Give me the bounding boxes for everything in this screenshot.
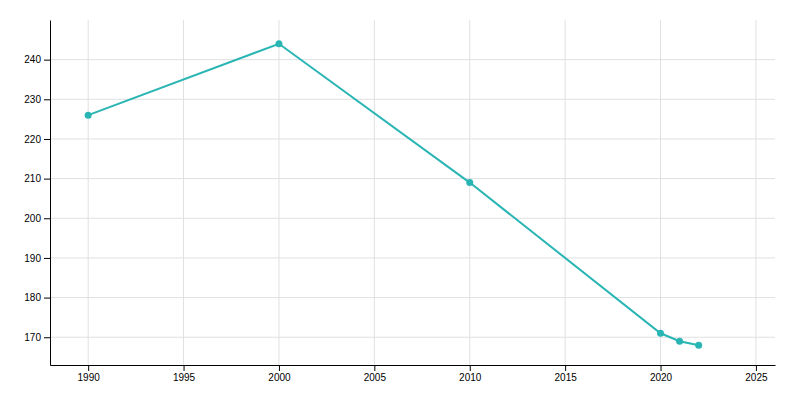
x-tick-mark: [279, 365, 280, 371]
y-tick-label: 190: [24, 253, 41, 264]
x-tick-label: 2025: [745, 372, 768, 383]
x-tick-mark: [88, 365, 89, 371]
grid: [50, 20, 775, 365]
x-tick-label: 2005: [364, 372, 387, 383]
grid-line-x: [88, 20, 89, 365]
x-tick: 1990: [78, 365, 101, 383]
x-tick-label: 1995: [173, 372, 196, 383]
grid-line-y: [50, 257, 775, 258]
y-tick: 170: [24, 332, 50, 343]
x-tick-mark: [756, 365, 757, 371]
x-tick: 2020: [650, 365, 673, 383]
y-tick: 230: [24, 94, 50, 105]
x-tick: 2005: [364, 365, 387, 383]
point: [657, 330, 664, 337]
y-axis-line: [50, 21, 51, 366]
x-tick-label: 2010: [459, 372, 482, 383]
grid-line-y: [50, 138, 775, 139]
y-tick-label: 180: [24, 292, 41, 303]
grid-line-y: [50, 337, 775, 338]
grid-line-x: [660, 20, 661, 365]
y-tick-mark: [44, 337, 50, 338]
y-tick-mark: [44, 99, 50, 100]
y-tick-label: 210: [24, 173, 41, 184]
x-tick-label: 2000: [268, 372, 291, 383]
grid-line-y: [50, 218, 775, 219]
grid-line-y: [50, 99, 775, 100]
point: [695, 342, 702, 349]
x-tick: 2025: [745, 365, 768, 383]
y-tick-mark: [44, 60, 50, 61]
plot-area: 1990 1995 2000 2005 2010 2015 2020 2025 170 180 19…: [24, 20, 775, 383]
y-tick: 200: [24, 213, 50, 224]
x-tick: 2000: [268, 365, 291, 383]
x-tick-label: 2015: [555, 372, 578, 383]
y-tick-mark: [44, 298, 50, 299]
grid-line-x: [755, 20, 756, 365]
y-tick: 240: [24, 54, 50, 65]
series: [85, 40, 703, 348]
line: [88, 44, 699, 345]
x-tick-mark: [661, 365, 662, 371]
x-tick: 1995: [173, 365, 196, 383]
point: [275, 40, 282, 47]
grid-line-x: [278, 20, 279, 365]
point: [85, 112, 92, 119]
y-tick-mark: [44, 179, 50, 180]
x-tick: 2015: [555, 365, 578, 383]
grid-line-y: [50, 297, 775, 298]
y-tick: 220: [24, 134, 50, 145]
grid-line-x: [374, 20, 375, 365]
y-tick-label: 170: [24, 332, 41, 343]
chart: 1990 1995 2000 2005 2010 2015 2020 2025 170 180 19…: [0, 0, 800, 400]
grid-line-x: [565, 20, 566, 365]
y-tick: 180: [24, 292, 50, 303]
grid-line-y: [50, 59, 775, 60]
x-tick-mark: [184, 365, 185, 371]
y-tick-label: 230: [24, 94, 41, 105]
y-tick-label: 200: [24, 213, 41, 224]
point: [466, 179, 473, 186]
x-axis-line: [51, 365, 776, 366]
y-tick-label: 220: [24, 134, 41, 145]
x-axis: 1990 1995 2000 2005 2010 2015 2020 2025: [51, 365, 776, 383]
point: [676, 338, 683, 345]
y-tick-mark: [44, 139, 50, 140]
x-tick-mark: [470, 365, 471, 371]
x-tick-mark: [565, 365, 566, 371]
x-tick: 2010: [459, 365, 482, 383]
y-tick: 190: [24, 253, 50, 264]
y-axis: 170 180 190 200 210 220 230 240: [24, 21, 50, 366]
y-tick-mark: [44, 218, 50, 219]
x-tick-label: 1990: [78, 372, 101, 383]
y-tick: 210: [24, 173, 50, 184]
y-tick-label: 240: [24, 54, 41, 65]
grid-line-x: [183, 20, 184, 365]
grid-line-x: [469, 20, 470, 365]
x-tick-mark: [374, 365, 375, 371]
grid-line-y: [50, 178, 775, 179]
y-tick-mark: [44, 258, 50, 259]
x-tick-label: 2020: [650, 372, 673, 383]
